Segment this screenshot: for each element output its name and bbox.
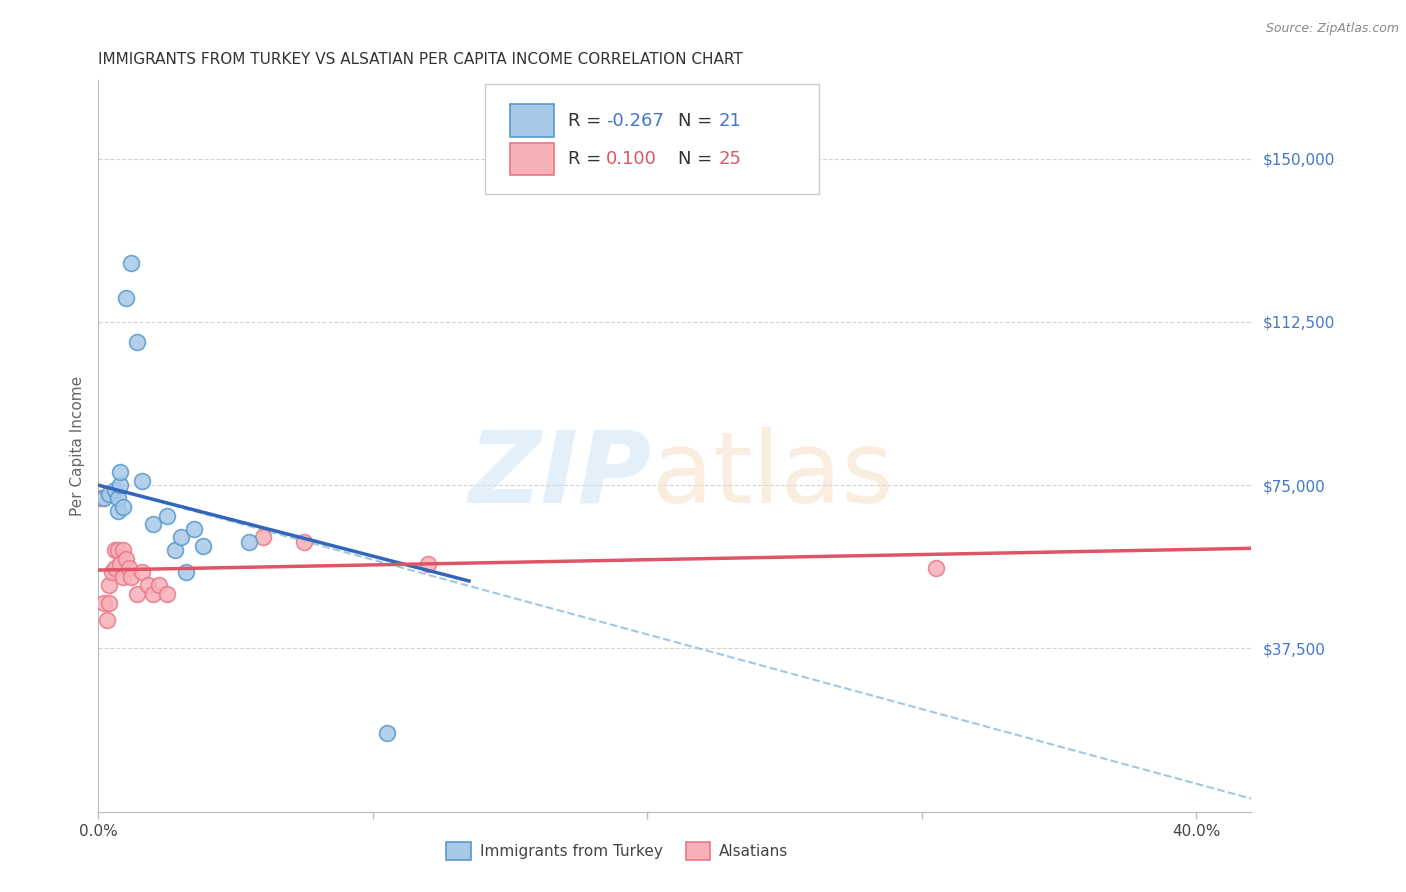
Point (125, 587, 148, 601)
Text: Source: ZipAtlas.com: Source: ZipAtlas.com (1265, 22, 1399, 36)
Text: R =: R = (568, 112, 606, 129)
Point (117, 561, 139, 575)
Point (98, 578, 121, 592)
Point (142, 587, 165, 601)
FancyBboxPatch shape (510, 144, 554, 176)
Point (238, 534, 260, 549)
Text: IMMIGRANTS FROM TURKEY VS ALSATIAN PER CAPITA INCOME CORRELATION CHART: IMMIGRANTS FROM TURKEY VS ALSATIAN PER C… (98, 52, 744, 67)
Text: 0.100: 0.100 (606, 150, 657, 169)
Point (96, 613, 118, 627)
FancyBboxPatch shape (510, 104, 554, 136)
Text: N =: N = (678, 150, 718, 169)
Point (115, 291, 138, 305)
Point (156, 508, 179, 523)
Point (120, 256, 142, 270)
Point (125, 334, 148, 349)
Point (112, 569, 135, 583)
Text: N =: N = (678, 112, 718, 129)
Point (165, 543, 187, 558)
Text: atlas: atlas (652, 426, 893, 524)
Point (104, 561, 127, 575)
Point (98, 487, 121, 501)
Text: ZIP: ZIP (468, 426, 652, 524)
Point (115, 552, 138, 566)
Point (110, 557, 132, 571)
Point (110, 465, 132, 479)
Point (101, 566, 124, 580)
Point (375, 726, 398, 740)
Text: 21: 21 (718, 112, 741, 129)
Point (416, 557, 439, 571)
Point (148, 578, 170, 592)
Point (110, 478, 132, 492)
Point (142, 517, 165, 532)
Point (120, 569, 142, 583)
Point (98, 596, 121, 610)
Point (107, 504, 129, 518)
Point (93, 596, 115, 610)
Point (112, 543, 135, 558)
Point (131, 566, 153, 580)
Point (104, 483, 127, 497)
Point (183, 522, 205, 536)
Text: -0.267: -0.267 (606, 112, 664, 129)
Point (107, 491, 129, 506)
Point (191, 539, 214, 553)
Point (174, 566, 197, 580)
Point (170, 530, 193, 544)
Text: 25: 25 (718, 150, 742, 169)
Point (112, 500, 135, 514)
Point (107, 543, 129, 558)
FancyBboxPatch shape (485, 84, 820, 194)
Point (924, 561, 946, 575)
Point (136, 578, 159, 592)
Y-axis label: Per Capita Income: Per Capita Income (69, 376, 84, 516)
Point (93, 491, 115, 506)
Point (292, 534, 315, 549)
Point (104, 543, 127, 558)
Point (90, 491, 112, 506)
Point (131, 474, 153, 488)
Point (252, 530, 274, 544)
Point (156, 587, 179, 601)
Legend: Immigrants from Turkey, Alsatians: Immigrants from Turkey, Alsatians (440, 837, 794, 866)
Text: R =: R = (568, 150, 606, 169)
